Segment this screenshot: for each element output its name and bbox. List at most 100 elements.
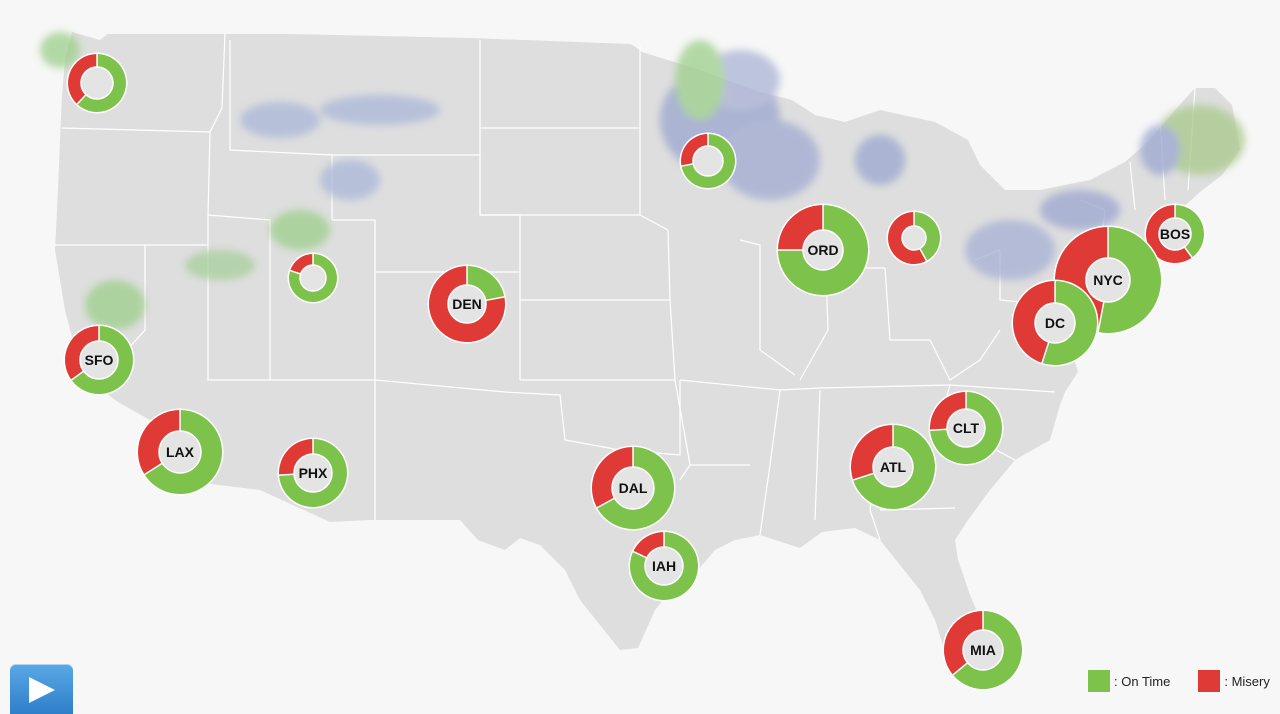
airport-donut-lax[interactable]: LAX <box>136 408 224 496</box>
donut-separator <box>952 662 969 676</box>
on-time-arc <box>597 447 674 529</box>
airport-donuts: DEN ORD BOS NYC DC SFO LAX PHX DAL IAH ATL CLT MIA <box>63 52 1206 691</box>
donut-hole <box>802 229 844 271</box>
airport-label: MIA <box>970 642 996 658</box>
on-time-arc <box>144 410 222 494</box>
misery-arc <box>592 447 633 508</box>
misery-arc <box>428 266 505 342</box>
airport-label: PHX <box>299 465 328 481</box>
airport-donut-phx[interactable]: PHX <box>277 437 349 509</box>
precipitation-overlay <box>40 32 1245 330</box>
donut-hole <box>611 466 655 510</box>
donut-hole <box>447 284 487 324</box>
misery-arc <box>633 532 664 558</box>
on-time-arc <box>1042 281 1097 365</box>
airport-donut-clt[interactable]: CLT <box>928 390 1004 466</box>
airport-donut-iah[interactable]: IAH <box>628 530 700 602</box>
airport-label: DEN <box>452 296 482 312</box>
donut-separator <box>71 370 85 381</box>
donut-hole <box>79 340 119 380</box>
on-time-arc <box>853 425 936 509</box>
on-time-arc <box>289 254 338 302</box>
donut-hole <box>692 145 724 177</box>
airport-donut-bos[interactable]: BOS <box>1144 203 1206 265</box>
misery-arc <box>68 54 97 105</box>
donut-hole <box>1085 257 1131 303</box>
donut-hole <box>1158 217 1192 251</box>
misery-arc <box>778 205 823 250</box>
donut-separator <box>144 462 163 476</box>
airport-label: DAL <box>619 480 648 496</box>
donut-separator <box>632 550 648 559</box>
legend-item-misery: : Misery <box>1198 670 1270 692</box>
donut-separator <box>930 428 948 432</box>
airport-donut-ord[interactable]: ORD <box>776 203 870 297</box>
misery-arc <box>850 425 893 480</box>
donut-hole <box>644 546 684 586</box>
airport-label: LAX <box>166 444 195 460</box>
misery-arc <box>64 326 99 380</box>
donut-hole <box>299 264 327 292</box>
on-time-arc <box>952 611 1022 690</box>
legend: : On Time : Misery <box>1088 670 1270 692</box>
donut-separator <box>1097 301 1105 333</box>
airport-donut-den[interactable]: DEN <box>427 264 507 344</box>
on-time-label: : On Time <box>1114 673 1171 689</box>
airport-label: CLT <box>953 420 980 436</box>
misery-label: : Misery <box>1224 673 1270 689</box>
misery-arc <box>1012 281 1055 363</box>
donut-separator <box>279 473 295 476</box>
donut-hole <box>901 225 927 251</box>
airport-label: SFO <box>85 352 114 368</box>
donut-separator <box>76 94 87 105</box>
on-time-arc <box>778 205 868 295</box>
donut-separator <box>485 296 505 302</box>
donut-separator <box>919 248 928 262</box>
misery-arc <box>930 392 966 431</box>
misery-arc <box>1145 205 1193 264</box>
donut-separator <box>681 163 694 167</box>
donut-separator <box>596 497 615 509</box>
airport-label: ORD <box>807 242 838 258</box>
airport-label: ATL <box>880 459 907 475</box>
misery-arc <box>137 410 180 475</box>
donut-hole <box>872 446 914 488</box>
airport-donut-dc[interactable]: DC <box>1011 279 1099 367</box>
play-button[interactable] <box>10 664 73 714</box>
airport-donut-dtw[interactable] <box>886 210 942 266</box>
donut-hole <box>962 629 1004 671</box>
airport-donut-dal[interactable]: DAL <box>590 445 676 531</box>
airport-donut-slc[interactable] <box>287 252 339 304</box>
airport-label: NYC <box>1093 272 1123 288</box>
donut-separator <box>852 472 875 481</box>
on-time-arc <box>930 392 1002 465</box>
airport-donut-mia[interactable]: MIA <box>942 609 1024 691</box>
misery-arc <box>279 439 313 476</box>
donut-hole <box>293 453 333 493</box>
on-time-swatch <box>1088 670 1110 692</box>
airport-label: DC <box>1045 315 1065 331</box>
on-time-arc <box>630 532 699 600</box>
on-time-arc <box>467 266 505 301</box>
misery-arc <box>290 254 313 274</box>
airport-donut-sfo[interactable]: SFO <box>63 324 135 396</box>
on-time-arc <box>681 134 735 188</box>
donut-separator <box>1041 341 1050 364</box>
misery-swatch <box>1198 670 1221 692</box>
donut-separator <box>289 269 301 275</box>
on-time-arc <box>279 439 347 508</box>
on-time-arc <box>71 326 133 394</box>
airport-donut-sea[interactable] <box>66 52 128 114</box>
donut-hole <box>946 408 986 448</box>
donut-hole <box>80 66 114 100</box>
donut-hole <box>1034 302 1076 344</box>
donut-separator <box>1183 246 1193 258</box>
misery-arc <box>888 212 927 264</box>
play-icon <box>29 677 55 703</box>
airport-donut-atl[interactable]: ATL <box>849 423 937 511</box>
airport-donut-msp[interactable] <box>679 132 737 190</box>
on-time-arc <box>1098 227 1161 333</box>
legend-item-on-time: : On Time <box>1088 670 1170 692</box>
airport-label: BOS <box>1160 226 1190 242</box>
